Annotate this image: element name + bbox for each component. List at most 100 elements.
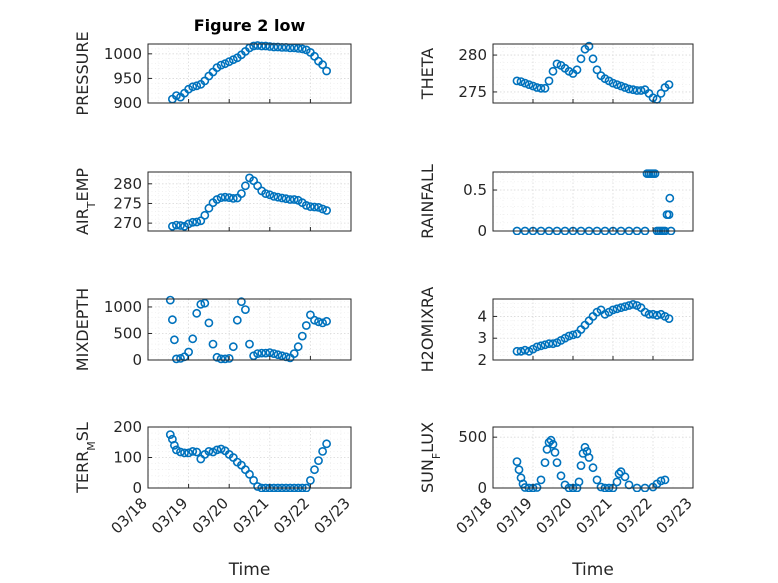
axes-box <box>492 298 694 361</box>
data-point <box>240 305 250 314</box>
data-point <box>169 335 179 345</box>
data-point <box>532 342 542 352</box>
y-tick-label: 275 <box>113 194 142 212</box>
data-point <box>318 318 327 328</box>
data-point <box>171 91 181 100</box>
data-point <box>322 206 331 215</box>
data-point <box>552 458 562 467</box>
data-point <box>576 461 586 470</box>
data-point <box>620 302 630 311</box>
data-point <box>289 195 299 204</box>
y-tick-label: 500 <box>113 324 142 342</box>
y-tick-label: 4 <box>477 307 487 325</box>
data-point <box>297 44 307 54</box>
data-point <box>204 446 214 456</box>
data-point <box>584 453 594 462</box>
data-point <box>204 203 214 213</box>
data-point <box>196 299 206 309</box>
data-point <box>176 221 185 230</box>
data-point <box>544 339 554 349</box>
data-point <box>200 298 210 308</box>
y-axis-label: MIXDEPTH <box>73 288 92 371</box>
data-point <box>236 297 246 307</box>
y-axis-label: PRESSURE <box>73 31 92 115</box>
data-point <box>512 346 522 356</box>
data-point <box>249 475 258 485</box>
data-point <box>318 446 327 456</box>
data-point <box>536 341 546 351</box>
y-tick-label: 500 <box>458 428 487 446</box>
data-point <box>572 65 582 75</box>
axes-box <box>492 171 694 232</box>
data-point <box>548 66 558 76</box>
data-point <box>650 169 660 178</box>
data-point <box>224 57 234 67</box>
data-markers <box>167 173 331 231</box>
figure-title: Figure 2 low <box>194 16 306 35</box>
y-tick-label: 100 <box>113 449 142 467</box>
data-point <box>261 348 271 358</box>
data-point <box>520 78 530 88</box>
data-point <box>297 331 307 341</box>
data-point <box>269 191 279 201</box>
data-point <box>216 354 226 364</box>
data-point <box>169 440 179 450</box>
data-point <box>656 476 666 486</box>
data-point <box>208 339 218 349</box>
data-point <box>540 83 550 93</box>
y-tick-label: 2 <box>477 351 487 369</box>
data-point <box>305 202 315 211</box>
data-point <box>588 54 598 64</box>
data-point <box>568 330 578 340</box>
data-point <box>200 210 210 220</box>
data-point <box>192 447 202 457</box>
y-tick-label: 200 <box>113 418 142 436</box>
data-point <box>628 85 638 95</box>
data-point <box>192 81 202 91</box>
data-point <box>192 217 202 227</box>
data-point <box>281 194 291 204</box>
data-point <box>224 193 234 202</box>
subplot-mixdepth: 0 500 1000 MIXDEPTH <box>73 288 352 371</box>
data-point <box>664 80 674 89</box>
data-point <box>188 217 198 227</box>
data-point <box>548 439 558 449</box>
data-point <box>516 77 526 86</box>
data-point <box>512 76 522 86</box>
data-point <box>528 81 538 91</box>
data-point <box>301 200 311 210</box>
data-point <box>546 435 556 445</box>
y-axis-label: TERRMSL <box>73 422 98 494</box>
data-point <box>273 192 283 202</box>
data-point <box>632 86 642 95</box>
data-point <box>261 189 271 198</box>
axes-box <box>147 298 352 361</box>
data-point <box>273 42 283 52</box>
data-point <box>212 195 222 204</box>
y-tick-label: 1000 <box>104 298 142 316</box>
data-point <box>616 303 626 313</box>
data-point <box>536 475 546 485</box>
data-markers <box>167 41 331 104</box>
data-point <box>310 202 319 212</box>
data-point <box>176 447 185 457</box>
data-point <box>165 430 175 439</box>
data-point <box>165 295 175 305</box>
y-axis-label: H2OMIXRA <box>418 287 437 373</box>
data-point <box>314 317 323 327</box>
y-axis-label: SUNFLUX <box>418 422 443 493</box>
data-point <box>664 210 674 219</box>
data-point <box>301 321 311 330</box>
data-point <box>322 316 331 326</box>
data-point <box>245 469 254 479</box>
data-point <box>184 347 193 357</box>
y-axis-label: RAINFALL <box>418 164 437 239</box>
data-point <box>176 353 185 363</box>
y-axis-label: AIRTEMP <box>73 168 98 235</box>
data-point <box>293 342 303 352</box>
data-point <box>550 447 560 457</box>
data-point <box>204 318 214 328</box>
data-point <box>636 86 646 95</box>
data-point <box>236 189 246 198</box>
data-markers <box>165 295 331 364</box>
